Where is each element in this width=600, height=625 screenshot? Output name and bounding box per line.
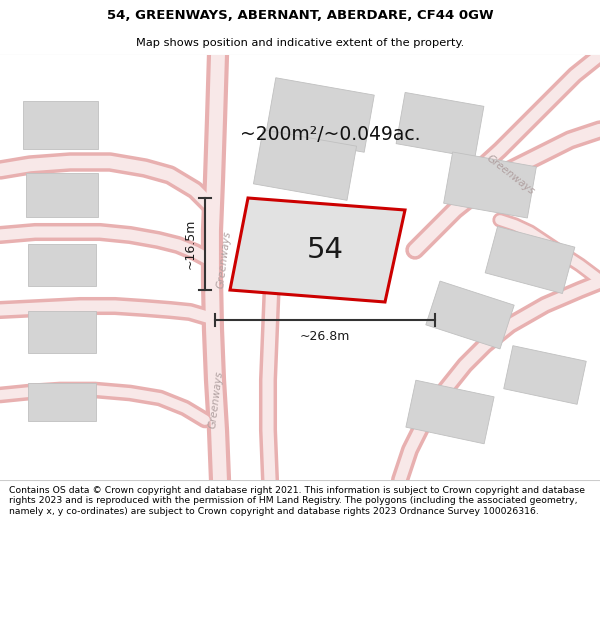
Polygon shape	[28, 244, 96, 286]
Polygon shape	[396, 92, 484, 158]
Polygon shape	[253, 129, 356, 201]
Polygon shape	[230, 198, 405, 302]
Text: Greenways: Greenways	[484, 153, 536, 197]
Text: Greenways: Greenways	[215, 231, 232, 289]
Text: ~200m²/~0.049ac.: ~200m²/~0.049ac.	[240, 126, 421, 144]
Polygon shape	[443, 152, 536, 218]
Polygon shape	[266, 78, 374, 152]
Text: Greenways: Greenways	[208, 371, 224, 429]
Text: ~16.5m: ~16.5m	[184, 219, 197, 269]
Polygon shape	[28, 311, 96, 353]
Polygon shape	[23, 101, 97, 149]
Polygon shape	[26, 173, 98, 217]
Text: Map shows position and indicative extent of the property.: Map shows position and indicative extent…	[136, 38, 464, 48]
Polygon shape	[485, 226, 575, 294]
Text: ~26.8m: ~26.8m	[300, 330, 350, 343]
Polygon shape	[426, 281, 514, 349]
Polygon shape	[504, 346, 586, 404]
Text: 54, GREENWAYS, ABERNANT, ABERDARE, CF44 0GW: 54, GREENWAYS, ABERNANT, ABERDARE, CF44 …	[107, 9, 493, 22]
Text: Contains OS data © Crown copyright and database right 2021. This information is : Contains OS data © Crown copyright and d…	[9, 486, 585, 516]
Text: 54: 54	[307, 236, 343, 264]
Polygon shape	[406, 380, 494, 444]
Polygon shape	[28, 383, 96, 421]
